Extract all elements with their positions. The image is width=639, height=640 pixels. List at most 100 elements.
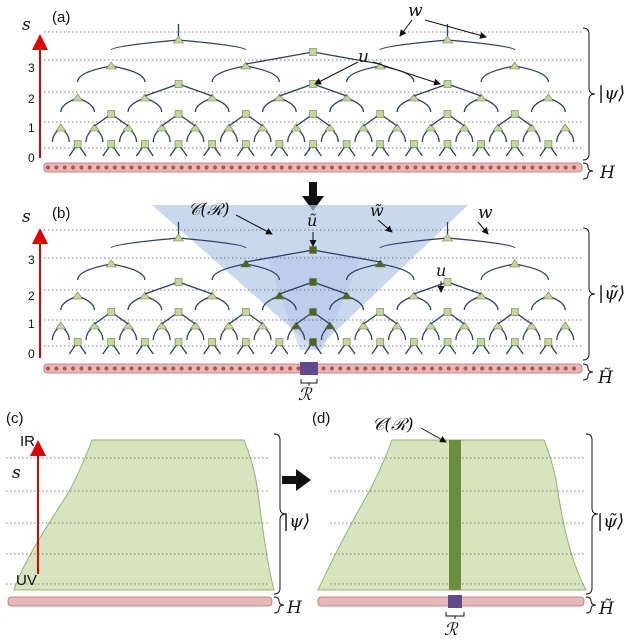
panel-b-h-label: H̃	[597, 368, 614, 388]
hamiltonian-term	[421, 165, 426, 170]
hamiltonian-term	[179, 366, 184, 371]
hamiltonian-term	[137, 165, 142, 170]
panel-b-region-label: ℛ	[298, 385, 313, 405]
hamiltonian-term	[229, 165, 234, 170]
isometry-tensor	[55, 123, 67, 132]
disentangler-tensor	[342, 140, 351, 148]
hamiltonian-term	[271, 165, 276, 170]
hamiltonian-term	[438, 366, 443, 371]
hamiltonian-term	[162, 165, 167, 170]
isometry-tensor	[341, 291, 353, 300]
hamiltonian-term	[505, 165, 510, 170]
hamiltonian-term	[530, 165, 535, 170]
panel-d-region-brace	[445, 612, 465, 619]
hamiltonian-term	[187, 366, 193, 371]
panel-b-region	[300, 362, 318, 375]
hamiltonian-term	[79, 165, 84, 170]
hamiltonian-term	[87, 165, 92, 170]
panel-a-w-arrow-1	[399, 19, 413, 37]
panel-c-uv-label: UV	[16, 572, 37, 589]
panel-d-causal-cone-strip	[449, 440, 461, 590]
disentangler-tensor	[275, 140, 284, 148]
disentangler-tensor	[141, 338, 149, 346]
isometry-tensor	[475, 93, 487, 102]
hamiltonian-term	[338, 165, 343, 170]
hamiltonian-term	[388, 165, 393, 170]
disentangler-tensor	[544, 338, 553, 346]
panel-b-w-tilde-label: w̃	[370, 201, 384, 220]
disentangler-tensor	[376, 110, 385, 118]
hamiltonian-term	[171, 366, 176, 371]
hamiltonian-term	[146, 165, 151, 170]
disentangler-tensor	[107, 308, 116, 316]
panel-a-h-label: H	[599, 163, 616, 183]
disentangler-tensor	[309, 278, 317, 286]
hamiltonian-term	[488, 366, 493, 371]
hamiltonian-term	[221, 366, 226, 371]
hamiltonian-term	[212, 165, 218, 170]
hamiltonian-term	[304, 165, 309, 170]
hamiltonian-term	[404, 165, 410, 170]
panel-b: (b) s 3 2 1 0 ℛ 𝒞(ℛ) ũ w̃ w u |ψ̃⟩ H̃	[22, 200, 625, 405]
disentangler-tensor	[443, 338, 452, 346]
disentangler-tensor	[107, 338, 116, 346]
isometry-tensor	[256, 321, 269, 330]
panel-a-state-label: |ψ⟩	[598, 83, 625, 104]
hamiltonian-term	[480, 165, 485, 170]
disentangler-tensor	[309, 110, 317, 118]
hamiltonian-term	[488, 165, 493, 170]
isometry-tensor	[391, 321, 403, 330]
disentangler-tensor	[241, 110, 250, 118]
hamiltonian-term	[505, 366, 510, 371]
isometry-tensor	[475, 291, 487, 300]
hamiltonian-term	[221, 165, 226, 170]
panel-b-tick-2: 2	[28, 289, 35, 303]
hamiltonian-term	[296, 165, 301, 170]
panel-b-axis-label: s	[22, 207, 31, 227]
hamiltonian-term	[571, 165, 577, 170]
disentangler-tensor	[174, 338, 183, 346]
hamiltonian-term	[54, 366, 59, 371]
disentangler-tensor	[174, 308, 183, 316]
panel-b-tick-0: 0	[28, 347, 35, 361]
panel-b-region-brace	[300, 379, 318, 386]
disentangler-tensor	[410, 140, 418, 148]
isometry-tensor	[324, 123, 336, 132]
panel-c-bulk	[13, 439, 275, 591]
disentangler-tensor	[241, 338, 250, 346]
hamiltonian-term	[396, 165, 401, 170]
panel-b-cone-label: 𝒞(ℛ)	[188, 200, 230, 220]
panel-b-tensor-network	[44, 222, 582, 355]
hamiltonian-term	[346, 366, 351, 371]
hamiltonian-term	[313, 165, 318, 170]
isometry-tensor	[156, 123, 168, 132]
hamiltonian-term	[413, 165, 418, 170]
hamiltonian-term	[371, 366, 376, 371]
panel-b-state-label: |ψ̃⟩	[598, 283, 625, 304]
hamiltonian-term	[513, 366, 518, 371]
hamiltonian-term	[96, 165, 101, 170]
isometry-tensor	[105, 259, 117, 268]
panel-a-u-arrow-2	[372, 61, 441, 86]
isometry-tensor	[357, 123, 370, 132]
disentangler-tensor	[410, 338, 418, 346]
panel-d-state-label: |ψ̃⟩	[597, 511, 624, 532]
panel-c-state-brace	[273, 433, 287, 595]
disentangler-tensor	[174, 278, 183, 286]
hamiltonian-term	[496, 366, 501, 371]
hamiltonian-term	[329, 366, 334, 371]
panel-b-tick-1: 1	[28, 317, 35, 331]
hamiltonian-term	[237, 165, 243, 170]
disentangler-tensor	[174, 80, 183, 88]
isometry-tensor	[542, 291, 554, 300]
hamiltonian-term	[229, 366, 234, 371]
isometry-tensor	[72, 93, 84, 102]
hamiltonian-term	[196, 366, 201, 371]
disentangler-tensor	[275, 338, 284, 346]
hamiltonian-term	[279, 165, 284, 170]
hamiltonian-term	[471, 165, 476, 170]
isometry-tensor	[273, 93, 285, 102]
panel-b-label: (b)	[52, 205, 70, 222]
hamiltonian-term	[396, 366, 401, 371]
